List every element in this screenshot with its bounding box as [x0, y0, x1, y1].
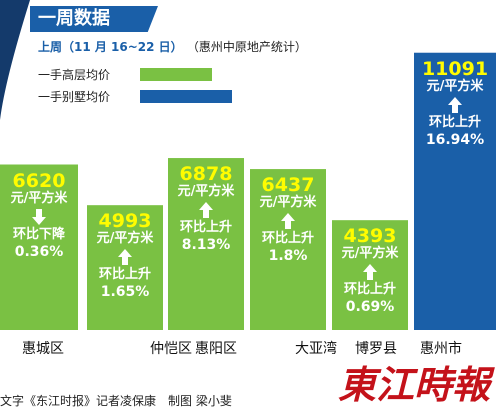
bar-0	[0, 164, 78, 330]
category-label-2: 惠阳区	[195, 341, 237, 357]
bar-3	[250, 169, 326, 330]
arrow-up-icon	[118, 249, 132, 266]
change-label: 环比上升	[343, 282, 396, 298]
bar-label-2: 6878 元/平方米环比上升 8.13%	[168, 164, 244, 254]
chart-header: 一周数据	[30, 6, 158, 32]
unit-label: 元/平方米	[341, 246, 399, 262]
arrow-up-icon	[199, 202, 213, 219]
unit-label: 元/平方米	[259, 195, 317, 211]
arrow-up-icon	[448, 96, 462, 113]
period-source: （惠州中原地产统计）	[186, 40, 307, 54]
bar-label-0: 6620 元/平方米环比下降 0.36%	[0, 171, 78, 261]
newspaper-logo: 東江時報	[338, 362, 495, 407]
legend-villa-swatch	[140, 90, 232, 103]
legend-villa-label: 一手别墅均价	[38, 90, 111, 104]
bar-label-5: 11091 元/平方米环比上升 16.94%	[414, 59, 496, 149]
arrow-down-icon	[32, 208, 46, 225]
logo-text: 東江時報	[338, 362, 495, 407]
category-label-4: 博罗县	[355, 341, 397, 357]
unit-label: 元/平方米	[96, 231, 154, 247]
value-label: 6437	[261, 174, 315, 197]
change-percent: 1.8%	[268, 248, 308, 265]
legend-high-rise-swatch	[140, 68, 212, 81]
bar-label-4: 4393 元/平方米环比上升 0.69%	[332, 226, 408, 316]
change-percent: 0.69%	[345, 299, 395, 316]
category-label-0: 惠城区	[22, 341, 64, 357]
change-percent: 16.94%	[425, 131, 485, 148]
change-label: 环比上升	[179, 220, 232, 236]
value-label: 6878	[179, 163, 233, 186]
category-label-1: 仲恺区	[150, 341, 192, 357]
change-label: 环比上升	[428, 114, 481, 130]
period-dates: 上周（11 月 16~22 日）	[38, 40, 183, 54]
change-percent: 1.65%	[100, 284, 150, 301]
value-label: 11091	[421, 57, 489, 80]
change-percent: 0.36%	[14, 243, 64, 260]
value-label: 6620	[12, 169, 66, 192]
arrow-up-icon	[281, 213, 295, 230]
bar-1	[87, 205, 163, 330]
left-decoration	[0, 0, 30, 120]
value-label: 4993	[98, 210, 152, 233]
bar-label-3: 6437 元/平方米环比上升 1.8%	[250, 175, 326, 265]
change-label: 环比上升	[98, 267, 151, 283]
value-label: 4393	[343, 225, 397, 248]
change-percent: 8.13%	[181, 237, 231, 254]
bar-2	[168, 158, 244, 330]
unit-label: 元/平方米	[10, 190, 68, 206]
category-label-5: 惠州市	[420, 341, 462, 357]
unit-label: 元/平方米	[426, 78, 484, 94]
unit-label: 元/平方米	[177, 184, 235, 200]
legend-high-rise-label: 一手高层均价	[38, 68, 111, 82]
period-label: 上周（11 月 16~22 日） （惠州中原地产统计）	[38, 38, 307, 55]
category-label-3: 大亚湾	[295, 341, 337, 357]
change-label: 环比下降	[12, 226, 65, 242]
arrow-up-icon	[363, 264, 377, 281]
credit-line: 文字《东江时报》记者凌保康 制图 梁小斐	[0, 394, 232, 408]
bar-label-1: 4993 元/平方米环比上升 1.65%	[87, 211, 163, 301]
change-label: 环比上升	[261, 231, 314, 247]
